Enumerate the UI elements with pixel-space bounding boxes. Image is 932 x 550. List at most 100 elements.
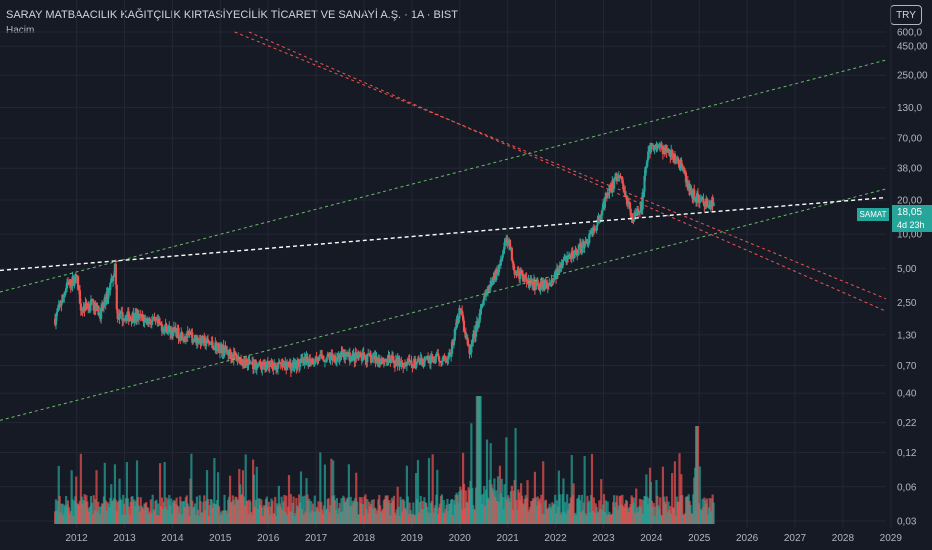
- volume-bar: [205, 470, 209, 524]
- candle-body: [552, 279, 555, 283]
- volume-bar: [412, 502, 415, 524]
- trend-line-green-1[interactable]: [0, 188, 887, 421]
- candle-body: [606, 193, 609, 199]
- candle-body: [422, 365, 425, 367]
- y-tick-label-2: 250,00: [897, 71, 928, 82]
- candle-body: [668, 149, 671, 156]
- candle-body: [698, 200, 701, 204]
- candle-body: [79, 303, 82, 311]
- candle-body: [273, 362, 276, 370]
- candle-body: [416, 358, 420, 362]
- candle-body: [653, 148, 656, 151]
- candle-body: [536, 279, 539, 285]
- volume-bar: [299, 471, 303, 524]
- candle-body: [327, 354, 330, 357]
- candle-body: [506, 237, 509, 243]
- candle-body: [693, 189, 696, 201]
- candle-body: [202, 336, 205, 344]
- time-axis[interactable]: 2012 2013 2014 2015 2016 2017 2018 2019 2020 2021…: [66, 533, 903, 544]
- candle-body: [431, 356, 434, 362]
- trend-lines[interactable]: [0, 31, 887, 421]
- x-tick-label-9: 2021: [497, 533, 520, 544]
- candle-body: [211, 341, 214, 347]
- candle-body: [332, 358, 335, 361]
- candle-body: [649, 144, 653, 153]
- volume-bar: [170, 498, 173, 524]
- candle-body: [298, 362, 302, 367]
- candle-body: [704, 203, 707, 206]
- volume-bar: [255, 466, 258, 524]
- trend-line-white-4[interactable]: [0, 196, 887, 272]
- candle-body: [191, 332, 194, 343]
- price-axis[interactable]: 600,0 450,00 250,00 130,0 70,00 38,00 20,00 10,…: [897, 28, 928, 528]
- candle-body: [77, 276, 80, 290]
- trend-line-red-3[interactable]: [248, 31, 887, 312]
- candle-body: [641, 192, 644, 210]
- candle-body: [537, 284, 540, 290]
- volume-bar: [405, 465, 408, 524]
- trend-line-red-2[interactable]: [234, 31, 887, 300]
- y-tick-label-5: 38,00: [897, 164, 922, 175]
- volume-bar: [462, 483, 466, 524]
- candle-body: [586, 240, 589, 245]
- candle-body: [232, 352, 235, 361]
- y-tick-label-6: 20,00: [897, 195, 922, 206]
- volume-bar: [600, 479, 603, 524]
- candle-body: [358, 352, 362, 354]
- volume-bar: [79, 453, 82, 524]
- candle-body: [148, 319, 152, 324]
- candle-body: [625, 196, 629, 205]
- candle-body: [587, 242, 590, 245]
- candle-body: [325, 357, 328, 362]
- candle-body: [544, 280, 548, 283]
- candle-body: [576, 254, 579, 256]
- candle-body: [111, 277, 115, 282]
- candle-body: [150, 321, 153, 325]
- candle-body: [85, 302, 88, 306]
- candle-body: [601, 210, 604, 216]
- volume-bar: [113, 464, 117, 524]
- volume-bar: [558, 494, 561, 524]
- candle-body: [276, 363, 280, 369]
- candle-body: [74, 274, 77, 283]
- volume-bar: [355, 472, 358, 524]
- volume-bar: [673, 461, 677, 524]
- y-tick-label-0: 600,0: [897, 28, 922, 39]
- candle-body: [697, 194, 700, 204]
- volume-bar: [590, 453, 594, 524]
- volume-bar: [485, 439, 489, 524]
- candle-body: [676, 158, 679, 160]
- candle-body: [435, 353, 438, 357]
- candle-body: [391, 355, 395, 361]
- candle-body: [268, 363, 271, 367]
- trend-line-green-0[interactable]: [0, 59, 887, 293]
- x-tick-label-7: 2019: [401, 533, 424, 544]
- candle-body: [706, 206, 710, 208]
- candle-body: [486, 286, 490, 292]
- y-tick-label-10: 1,30: [897, 330, 917, 341]
- volume-bar: [665, 496, 668, 524]
- candle-body: [623, 189, 626, 191]
- volume-bar: [388, 499, 391, 524]
- volume-bar: [287, 474, 291, 524]
- volume-bar: [696, 426, 700, 524]
- candle-body: [488, 286, 491, 288]
- candle-body: [626, 201, 630, 205]
- candle-body: [677, 159, 680, 165]
- volume-bar: [554, 494, 557, 524]
- currency-button[interactable]: TRY: [890, 5, 922, 25]
- candle-body: [690, 188, 693, 195]
- y-tick-label-14: 0,12: [897, 448, 917, 459]
- candle-body: [457, 318, 460, 323]
- candle-body: [158, 319, 161, 324]
- candle-body: [293, 362, 296, 368]
- candle-body: [538, 289, 541, 291]
- volume-bar: [580, 494, 583, 524]
- candle-body: [240, 358, 243, 364]
- candle-body: [461, 310, 464, 316]
- candle-body: [699, 199, 702, 201]
- candle-body: [318, 355, 321, 361]
- candle-body: [516, 269, 519, 276]
- volume-bar: [267, 501, 270, 524]
